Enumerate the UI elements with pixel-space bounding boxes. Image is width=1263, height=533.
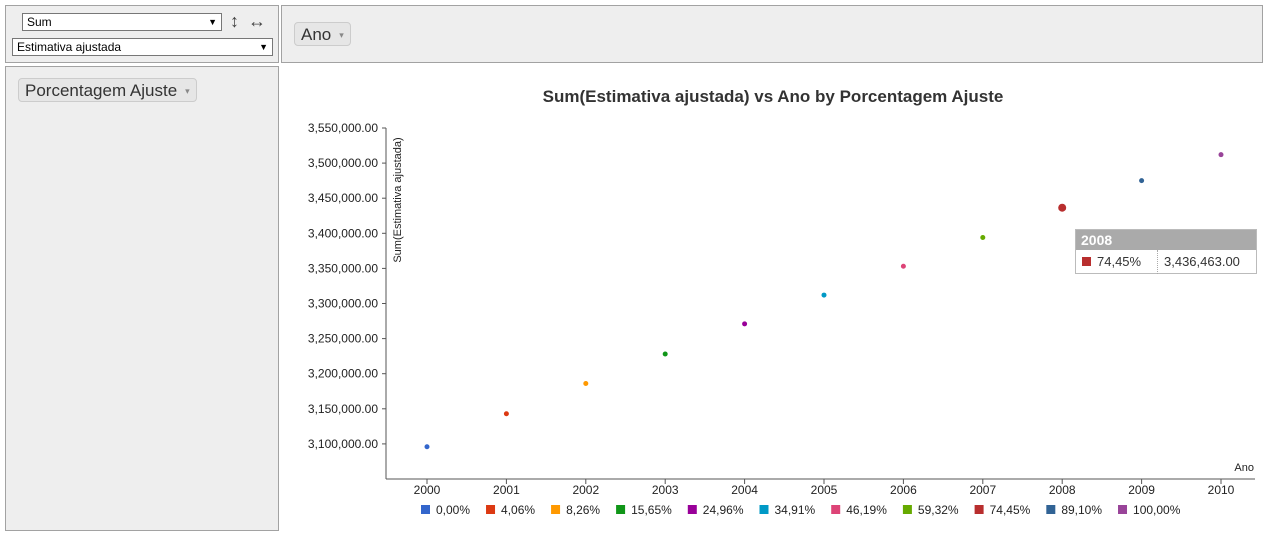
aggregator-value: Sum [27, 15, 52, 29]
legend-swatch [831, 505, 841, 514]
legend-label: 59,32% [918, 503, 959, 517]
attribute-select[interactable]: Estimativa ajustada ▼ [12, 38, 273, 56]
legend-swatch [551, 505, 561, 514]
y-tick-label: 3,250,000.00 [308, 332, 378, 346]
legend-label: 0,00% [436, 503, 470, 517]
caret-icon: ▾ [339, 30, 344, 41]
row-attributes-cell: Porcentagem Ajuste ▾ [5, 66, 279, 531]
caret-icon: ▾ [185, 86, 190, 97]
y-tick-label: 3,150,000.00 [308, 402, 378, 416]
col-attributes-cell: Ano ▾ [281, 5, 1263, 63]
x-tick-label: 2000 [414, 483, 441, 497]
y-tick-label: 3,100,000.00 [308, 437, 378, 451]
x-tick-label: 2003 [652, 483, 679, 497]
row-attr-pill[interactable]: Porcentagem Ajuste ▾ [18, 78, 197, 102]
y-tick-label: 3,500,000.00 [308, 156, 378, 170]
col-attr-pill[interactable]: Ano ▾ [294, 22, 351, 46]
legend-swatch [974, 505, 984, 514]
legend-label: 89,10% [1061, 503, 1102, 517]
tooltip-swatch [1082, 257, 1091, 266]
x-tick-label: 2001 [493, 483, 520, 497]
x-tick-label: 2002 [572, 483, 599, 497]
aggregator-select[interactable]: Sum ▼ [22, 13, 222, 31]
x-tick-label: 2009 [1128, 483, 1155, 497]
sort-rows-icon[interactable]: ↕ [230, 11, 239, 31]
y-tick-label: 3,400,000.00 [308, 226, 378, 240]
legend-swatch [1118, 505, 1128, 514]
legend-swatch [902, 505, 912, 514]
legend-label: 24,96% [703, 503, 744, 517]
data-point [900, 263, 906, 269]
x-tick-label: 2005 [811, 483, 838, 497]
x-tick-label: 2007 [969, 483, 996, 497]
data-point [424, 444, 430, 450]
attribute-value: Estimativa ajustada [17, 40, 122, 54]
legend-swatch [486, 505, 496, 514]
y-tick-label: 3,450,000.00 [308, 191, 378, 205]
x-tick-label: 2004 [731, 483, 758, 497]
tooltip-year: 2008 [1076, 230, 1256, 250]
chevron-down-icon: ▼ [208, 17, 217, 27]
chevron-down-icon: ▼ [259, 42, 268, 52]
legend-swatch [616, 505, 626, 514]
chart-title: Sum(Estimativa ajustada) vs Ano by Porce… [543, 87, 1004, 106]
y-tick-label: 3,550,000.00 [308, 121, 378, 135]
legend-swatch [1046, 505, 1056, 514]
x-tick-label: 2010 [1208, 483, 1235, 497]
row-attr-label: Porcentagem Ajuste [25, 81, 178, 100]
data-point [1058, 203, 1067, 212]
y-tick-label: 3,300,000.00 [308, 297, 378, 311]
col-attr-label: Ano [301, 25, 332, 44]
x-tick-label: 2008 [1049, 483, 1076, 497]
legend-label: 8,26% [566, 503, 600, 517]
legend-swatch [421, 505, 430, 514]
controls-cell: Sum ▼ ↕ ↔ Estimativa ajustada ▼ [5, 5, 279, 63]
tooltip-value: 3,436,463.00 [1164, 254, 1240, 269]
x-axis-label: Ano [1234, 462, 1254, 474]
sort-cols-icon[interactable]: ↔ [248, 11, 266, 31]
data-point [980, 235, 986, 241]
legend-swatch [759, 505, 769, 514]
legend-label: 74,45% [990, 503, 1031, 517]
data-point [1218, 152, 1224, 158]
data-point [583, 381, 589, 387]
tooltip-series: 74,45% [1097, 250, 1158, 274]
y-axis-label: Sum(Estimativa ajustada) [392, 137, 404, 262]
legend-label: 4,06% [501, 503, 535, 517]
y-tick-label: 3,350,000.00 [308, 261, 378, 275]
data-point [1139, 178, 1145, 184]
legend-label: 34,91% [775, 503, 816, 517]
data-point [662, 351, 668, 357]
x-tick-label: 2006 [890, 483, 917, 497]
data-point [821, 292, 827, 298]
y-tick-label: 3,200,000.00 [308, 367, 378, 381]
data-point [503, 411, 509, 417]
data-point [742, 321, 748, 327]
legend-label: 46,19% [846, 503, 887, 517]
legend-swatch [687, 505, 697, 514]
legend-label: 15,65% [631, 503, 672, 517]
tooltip: 2008 74,45% 3,436,463.00 [1075, 229, 1257, 274]
legend-label: 100,00% [1133, 503, 1181, 517]
